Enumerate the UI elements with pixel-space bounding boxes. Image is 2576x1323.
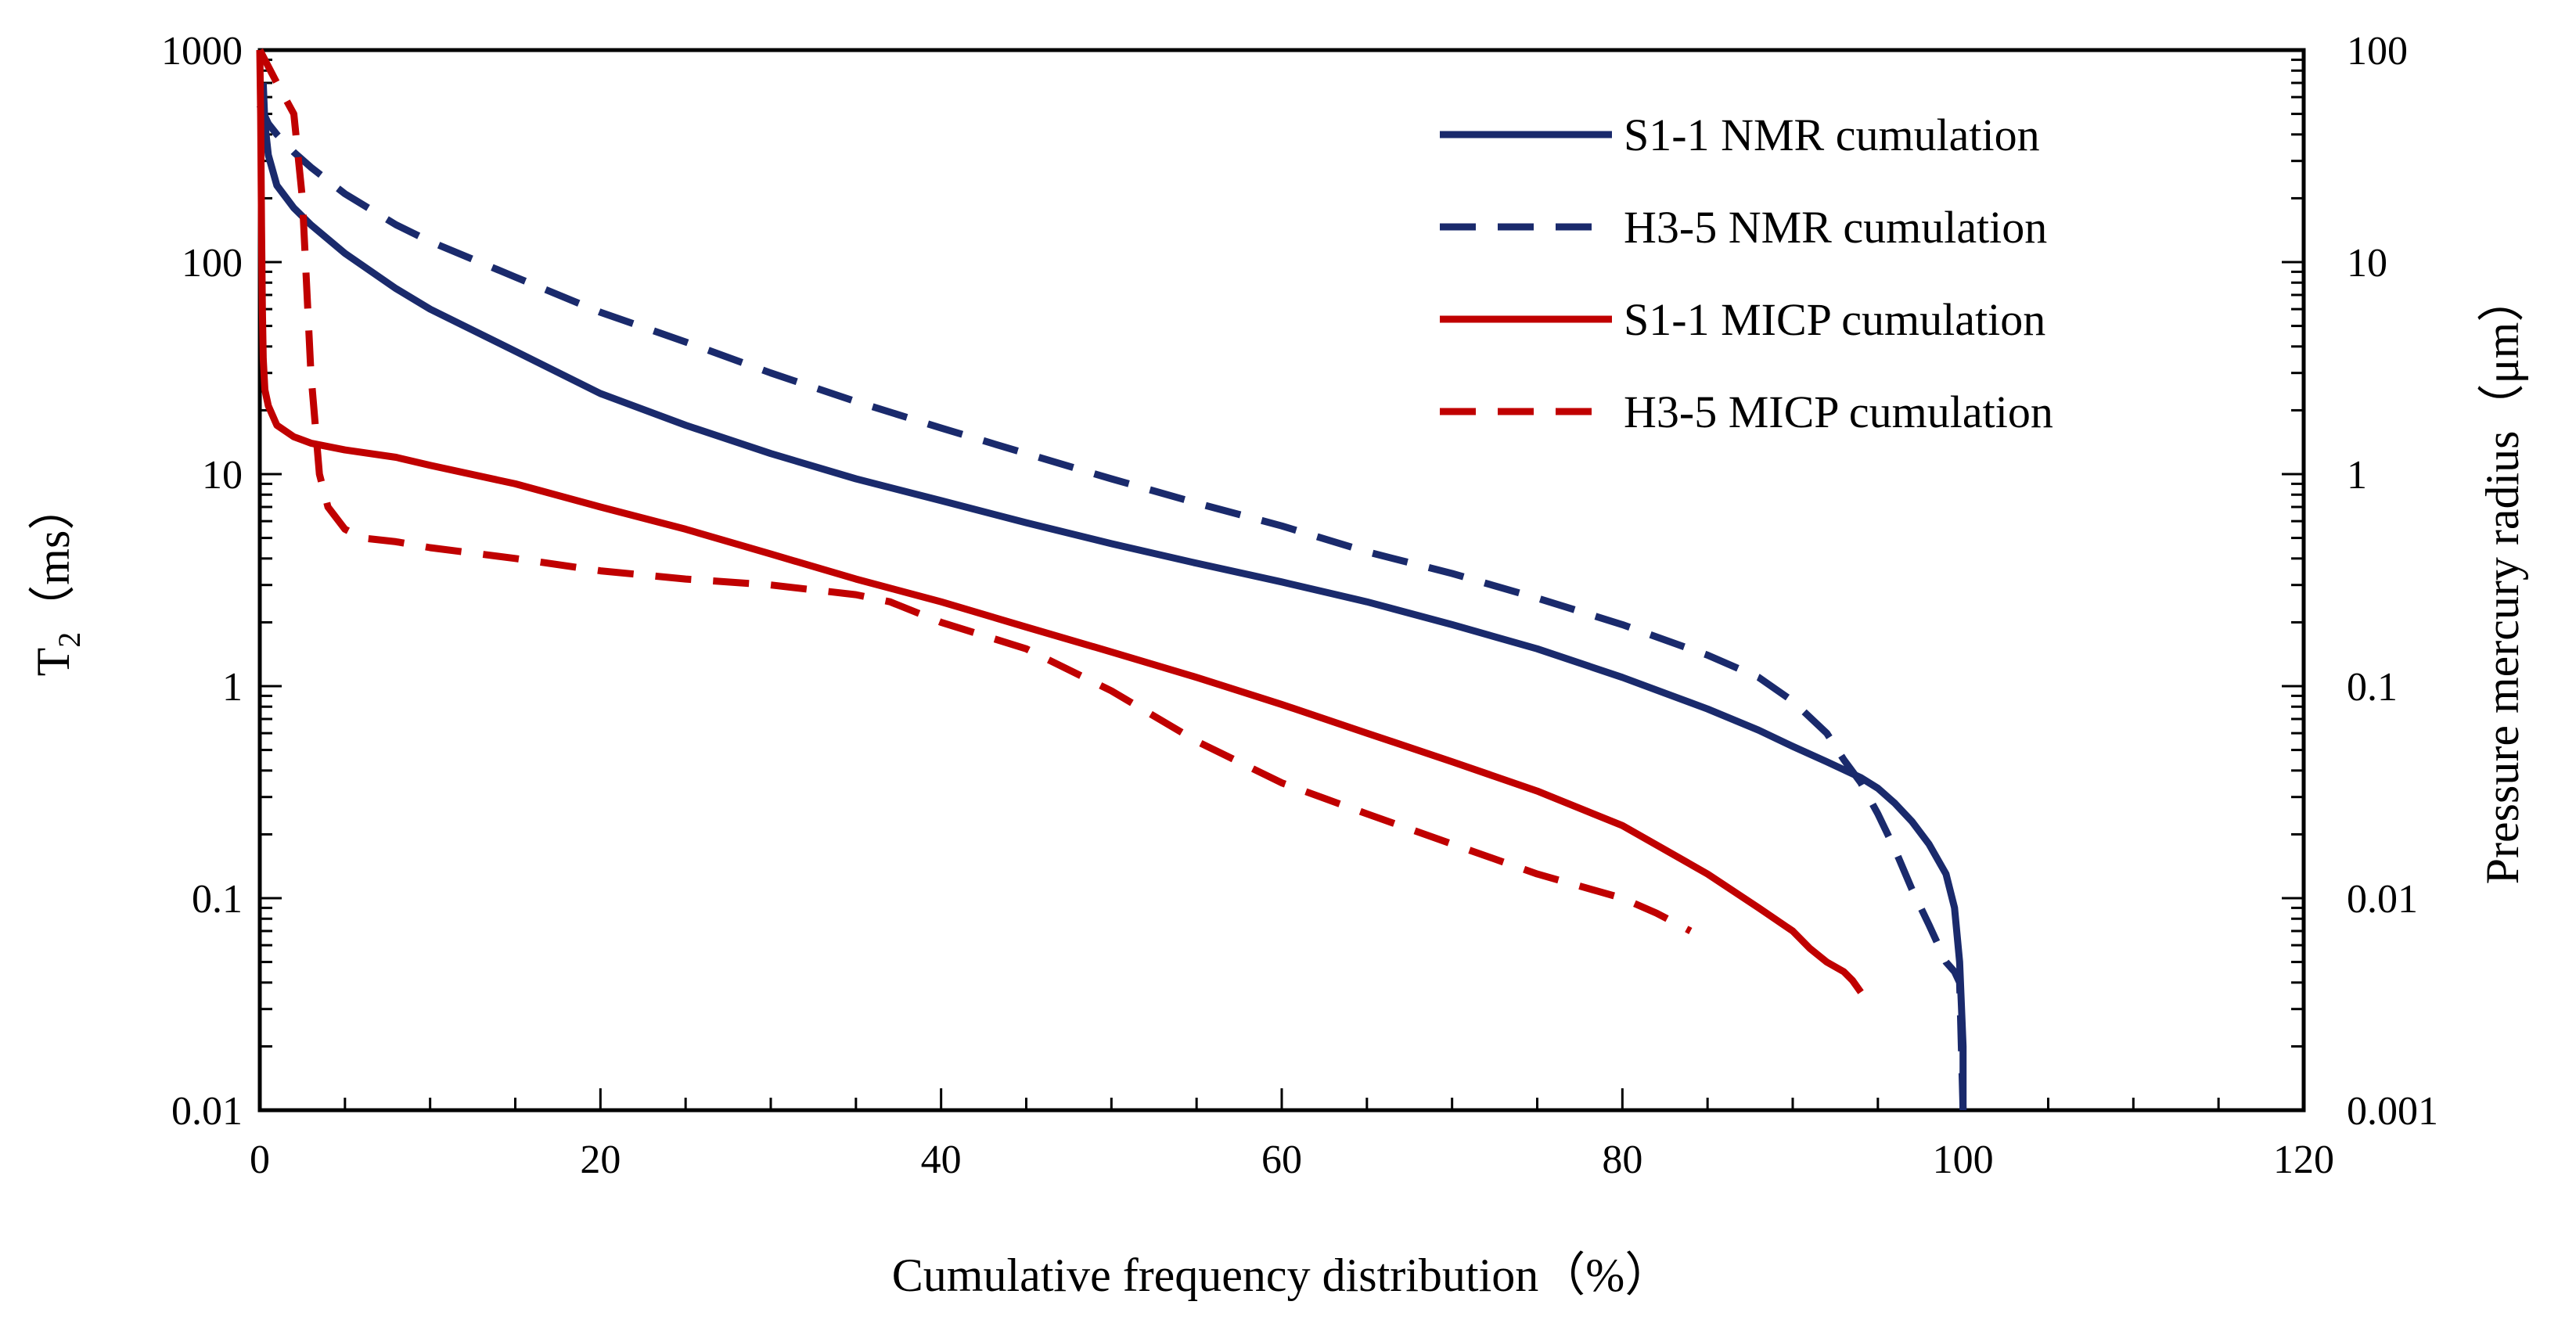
x-tick-label: 120	[2273, 1138, 2334, 1182]
y-tick-label: 100	[182, 241, 243, 286]
legend-label: H3-5 MICP cumulation	[1624, 386, 2053, 437]
legend-label: H3-5 NMR cumulation	[1624, 202, 2047, 253]
legend: S1-1 NMR cumulation H3-5 NMR cumulation S1…	[1440, 110, 2053, 437]
y2-tick-label: 1	[2347, 453, 2367, 498]
y-tick-label: 0.1	[192, 877, 243, 922]
x-tick-label: 60	[1261, 1138, 1302, 1182]
x-tick-label: 100	[1933, 1138, 1994, 1182]
y-axis-title: T2（ms）	[27, 484, 87, 677]
y2-tick-label: 0.001	[2347, 1089, 2438, 1134]
y2-tick-label: 0.01	[2347, 877, 2418, 922]
legend-label: S1-1 MICP cumulation	[1624, 294, 2045, 345]
series-line-4	[257, 48, 1693, 934]
x-axis-title: Cumulative frequency distribution（%）	[892, 1249, 1671, 1301]
x-tick-label: 0	[250, 1138, 270, 1182]
legend-label: S1-1 NMR cumulation	[1624, 110, 2040, 160]
y2-tick-label: 10	[2347, 241, 2387, 286]
x-tick-label: 40	[921, 1138, 962, 1182]
x-tick-label: 80	[1602, 1138, 1642, 1182]
y-tick-label: 0.01	[171, 1089, 243, 1134]
y-tick-label: 10	[202, 453, 243, 498]
series-line-1	[259, 82, 1967, 1110]
series-layer	[256, 48, 1967, 1111]
y2-axis-title: Pressure mercury radius（μm）	[2477, 275, 2528, 885]
x-tick-label: 20	[580, 1138, 621, 1182]
y2-tick-label: 100	[2347, 29, 2408, 74]
series-line-2	[256, 103, 1967, 1111]
series-line-3	[256, 49, 1864, 994]
ticks: 0 20 40 60 80 100 120 1000 100 10 1 0.1 0.01 100 10 1 0.…	[161, 29, 2438, 1182]
y-tick-label: 1	[222, 665, 243, 710]
y2-tick-label: 0.1	[2347, 665, 2398, 710]
y-tick-label: 1000	[161, 29, 243, 74]
